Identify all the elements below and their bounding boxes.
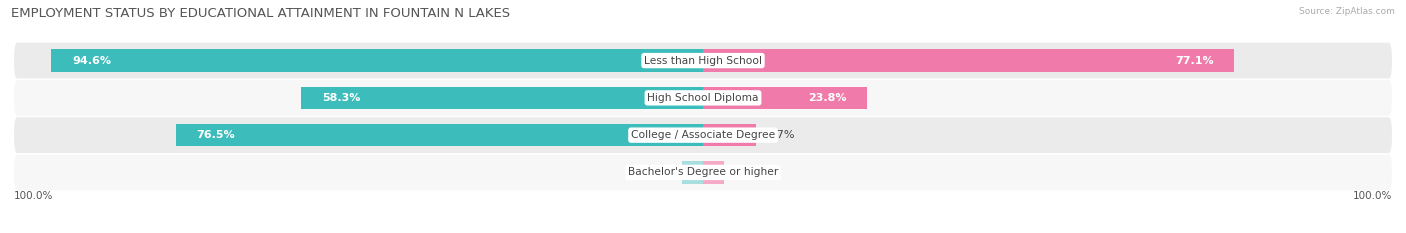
- Bar: [176, 124, 703, 146]
- Bar: [51, 49, 703, 72]
- Text: High School Diploma: High School Diploma: [647, 93, 759, 103]
- Bar: [703, 161, 724, 184]
- Text: Source: ZipAtlas.com: Source: ZipAtlas.com: [1299, 7, 1395, 16]
- Text: 23.8%: 23.8%: [808, 93, 846, 103]
- Bar: [703, 49, 1234, 72]
- Bar: [703, 87, 868, 109]
- FancyBboxPatch shape: [14, 117, 1392, 153]
- Text: 76.5%: 76.5%: [197, 130, 235, 140]
- Text: Less than High School: Less than High School: [644, 56, 762, 65]
- Bar: [301, 87, 703, 109]
- Text: 0.0%: 0.0%: [644, 168, 672, 177]
- Text: Bachelor's Degree or higher: Bachelor's Degree or higher: [628, 168, 778, 177]
- Text: 77.1%: 77.1%: [1175, 56, 1213, 65]
- Text: 100.0%: 100.0%: [1353, 191, 1392, 201]
- Bar: [703, 124, 756, 146]
- Text: 7.7%: 7.7%: [766, 130, 794, 140]
- Bar: [682, 161, 703, 184]
- Text: 100.0%: 100.0%: [14, 191, 53, 201]
- Text: EMPLOYMENT STATUS BY EDUCATIONAL ATTAINMENT IN FOUNTAIN N LAKES: EMPLOYMENT STATUS BY EDUCATIONAL ATTAINM…: [11, 7, 510, 20]
- Text: College / Associate Degree: College / Associate Degree: [631, 130, 775, 140]
- Text: 0.0%: 0.0%: [734, 168, 762, 177]
- Text: 58.3%: 58.3%: [322, 93, 360, 103]
- FancyBboxPatch shape: [14, 80, 1392, 116]
- FancyBboxPatch shape: [14, 43, 1392, 79]
- Text: 94.6%: 94.6%: [72, 56, 111, 65]
- FancyBboxPatch shape: [14, 154, 1392, 190]
